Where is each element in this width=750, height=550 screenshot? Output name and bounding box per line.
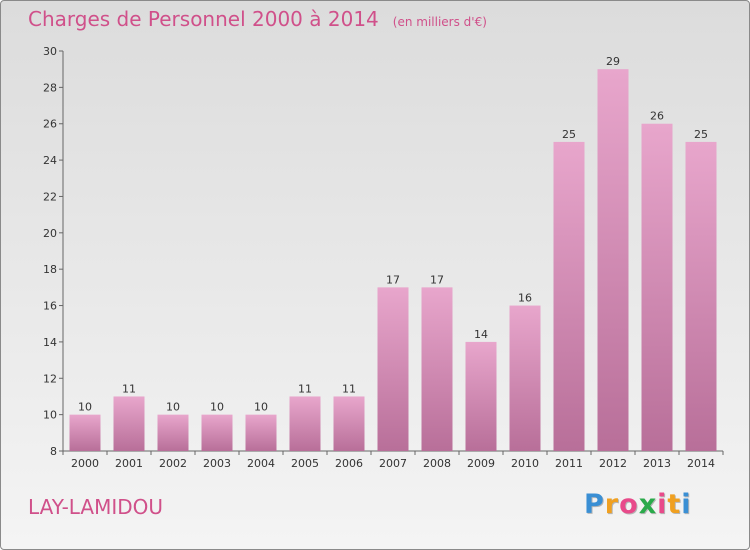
data-label: 10	[166, 401, 180, 414]
y-tick-label: 18	[43, 263, 57, 276]
bar	[113, 396, 145, 451]
data-label: 11	[342, 382, 356, 395]
x-tick-label: 2009	[467, 457, 495, 470]
bar	[597, 69, 629, 451]
data-label: 11	[298, 382, 312, 395]
y-tick-label: 30	[43, 45, 57, 58]
data-label: 10	[254, 401, 268, 414]
y-tick-label: 26	[43, 118, 57, 131]
data-label: 10	[210, 401, 224, 414]
x-tick-label: 2001	[115, 457, 143, 470]
x-tick-label: 2013	[643, 457, 671, 470]
data-label: 11	[122, 382, 136, 395]
y-tick-label: 8	[50, 445, 57, 458]
x-tick-label: 2005	[291, 457, 319, 470]
data-label: 14	[474, 328, 488, 341]
y-tick-label: 28	[43, 81, 57, 94]
x-tick-label: 2011	[555, 457, 583, 470]
x-tick-label: 2004	[247, 457, 275, 470]
x-tick-label: 2003	[203, 457, 231, 470]
x-tick-label: 2010	[511, 457, 539, 470]
logo-letter: i	[681, 489, 692, 520]
bar	[245, 414, 277, 451]
x-tick-label: 2007	[379, 457, 407, 470]
data-label: 16	[518, 292, 532, 305]
labels: 10 2000 11 2001 10 2002 10 2003 10 2004 11 2005 11 20…	[71, 55, 715, 470]
bar	[465, 341, 497, 451]
chart-title-line: Charges de Personnel 2000 à 2014 (en mill…	[28, 7, 487, 31]
bar	[377, 287, 409, 451]
x-tick-label: 2002	[159, 457, 187, 470]
logo-letter: i	[657, 489, 668, 520]
y-tick-label: 16	[43, 300, 57, 313]
bar	[289, 396, 321, 451]
data-label: 17	[386, 273, 400, 286]
data-label: 29	[606, 55, 620, 68]
bar	[201, 414, 233, 451]
x-tick-label: 2014	[687, 457, 715, 470]
bar	[685, 141, 717, 451]
logo-letter: o	[619, 489, 639, 520]
chart-title: Charges de Personnel 2000 à 2014	[28, 7, 379, 31]
x-tick-label: 2000	[71, 457, 99, 470]
x-tick-label: 2008	[423, 457, 451, 470]
data-label: 25	[562, 128, 576, 141]
bar	[509, 305, 541, 451]
data-label: 10	[78, 401, 92, 414]
commune-name: LAY-LAMIDOU	[28, 495, 164, 519]
data-label: 26	[650, 110, 664, 123]
x-tick-label: 2006	[335, 457, 363, 470]
logo-letter: x	[638, 489, 658, 520]
y-tick-label: 22	[43, 190, 57, 203]
chart-subtitle: (en milliers d'€)	[392, 15, 487, 29]
logo-letter: P	[584, 489, 605, 520]
bar	[641, 123, 673, 452]
y-tick-label: 24	[43, 154, 57, 167]
x-tick-label: 2012	[599, 457, 627, 470]
data-label: 17	[430, 273, 444, 286]
y-tick-label: 12	[43, 372, 57, 385]
bar	[421, 287, 453, 451]
y-tick-label: 10	[43, 409, 57, 422]
bar	[333, 396, 365, 451]
y-tick-label: 14	[43, 336, 57, 349]
bars	[69, 69, 717, 452]
bar	[69, 414, 101, 451]
logo-letter: r	[604, 489, 620, 520]
proxiti-logo: Proxiti	[584, 489, 692, 520]
data-label: 25	[694, 128, 708, 141]
bar	[553, 141, 585, 451]
bar	[157, 414, 189, 451]
logo-letter: t	[667, 489, 682, 520]
y-tick-label: 20	[43, 227, 57, 240]
